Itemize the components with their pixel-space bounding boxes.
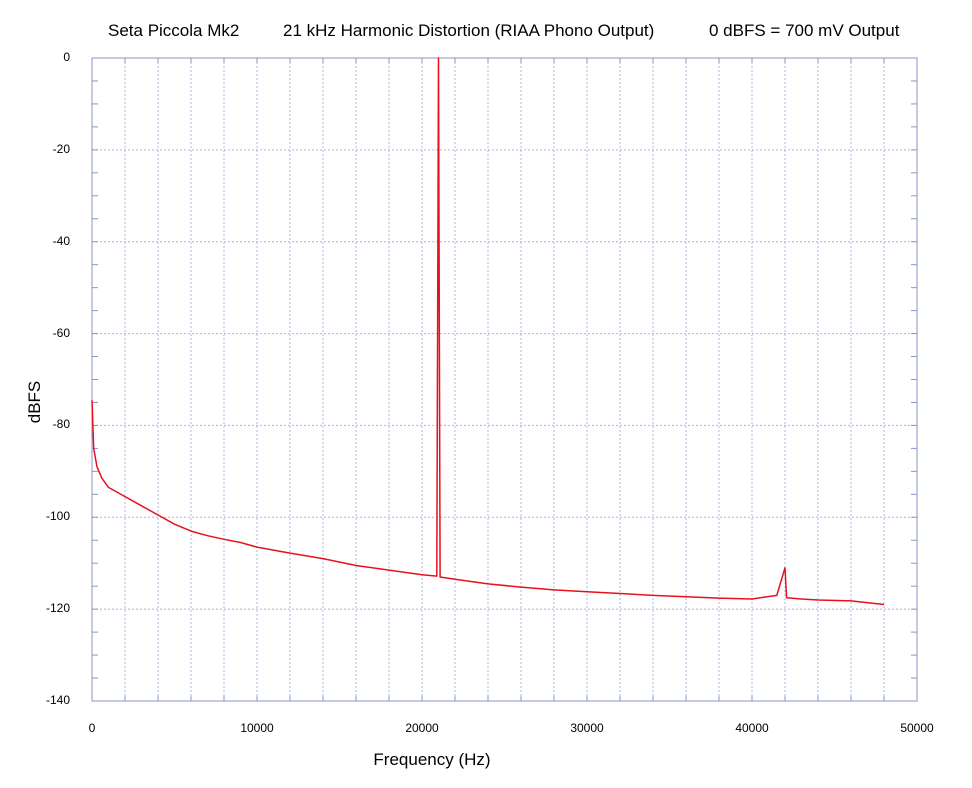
y-tick-label: -100	[45, 509, 70, 524]
series-line	[91, 57, 885, 606]
y-tick-label: -120	[45, 601, 70, 616]
y-tick-label: -40	[52, 233, 70, 248]
x-tick-label: 0	[88, 721, 96, 735]
y-tick-label: 0	[63, 50, 70, 64]
grid-lines	[92, 58, 917, 701]
y-tick-label: -140	[45, 693, 70, 707]
x-tick-label: 20000	[405, 721, 439, 735]
y-tick-label: -60	[52, 325, 70, 340]
x-tick-label: 30000	[570, 721, 604, 735]
chart-title-reference: 0 dBFS = 700 mV Output	[709, 21, 900, 40]
x-axis-label: Frequency (Hz)	[373, 750, 491, 769]
chart-title-device: Seta Piccola Mk2	[108, 21, 240, 40]
chart-title-test: 21 kHz Harmonic Distortion (RIAA Phono O…	[283, 21, 655, 40]
x-tick-label: 10000	[240, 721, 274, 735]
y-tick-label: -20	[52, 141, 70, 156]
series-layer	[91, 57, 885, 606]
y-tick-label: -80	[52, 417, 70, 432]
plot-frame	[91, 57, 918, 702]
x-tick-label: 40000	[735, 721, 769, 735]
x-tick-label: 50000	[900, 721, 934, 735]
minor-ticks	[91, 57, 918, 702]
